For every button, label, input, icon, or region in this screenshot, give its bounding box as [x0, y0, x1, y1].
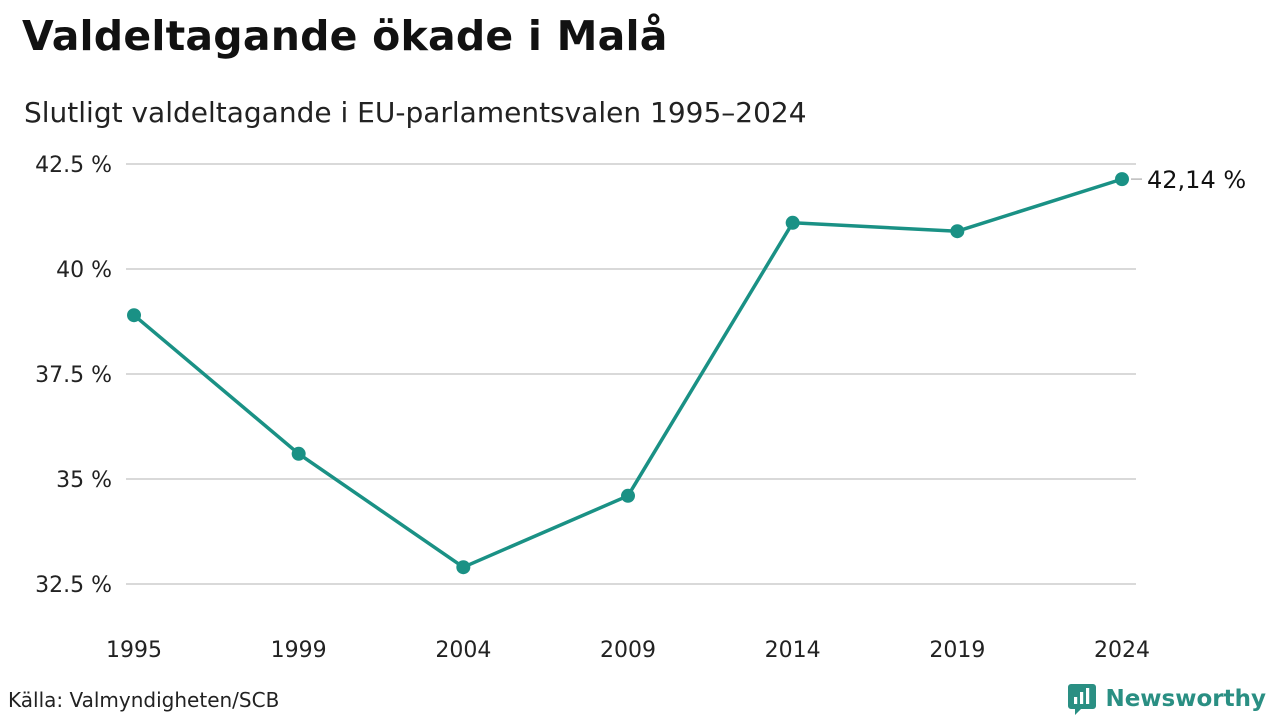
x-axis-ticks: 1995 1999 2004 2009 2014 2019 2024 — [106, 638, 1150, 663]
y-tick-label: 40 % — [56, 258, 112, 283]
brand-name: Newsworthy — [1105, 686, 1266, 712]
x-tick-label: 2019 — [929, 638, 985, 663]
y-tick-label: 32.5 % — [35, 573, 112, 598]
x-tick-label: 1999 — [271, 638, 327, 663]
brand[interactable]: Newsworthy — [1067, 682, 1266, 716]
y-tick-label: 35 % — [56, 468, 112, 493]
x-tick-label: 2024 — [1094, 638, 1150, 663]
data-point — [456, 560, 471, 575]
newsworthy-logo-icon — [1068, 684, 1097, 715]
data-point — [785, 215, 800, 230]
x-tick-label: 2004 — [435, 638, 491, 663]
y-tick-label: 42.5 % — [35, 153, 112, 178]
gridlines — [126, 163, 1136, 585]
data-points — [127, 172, 1129, 575]
data-point — [127, 308, 141, 323]
data-point — [950, 224, 965, 239]
y-tick-label: 37.5 % — [35, 363, 112, 388]
y-axis-ticks: 32.5 % 35 % 37.5 % 40 % 42.5 % — [35, 153, 112, 598]
end-label-group: 42,14 % — [1131, 166, 1246, 194]
source-note: Källa: Valmyndigheten/SCB — [8, 688, 280, 712]
x-tick-label: 2009 — [600, 638, 656, 663]
end-value-label: 42,14 % — [1147, 166, 1246, 194]
x-tick-label: 2014 — [765, 638, 821, 663]
chart-subtitle: Slutligt valdeltagande i EU-parlamentsva… — [24, 96, 807, 129]
data-point — [291, 446, 306, 461]
chart-title: Valdeltagande ökade i Malå — [22, 12, 668, 60]
data-point — [621, 488, 635, 503]
data-point — [1115, 172, 1129, 187]
x-tick-label: 1995 — [106, 638, 162, 663]
